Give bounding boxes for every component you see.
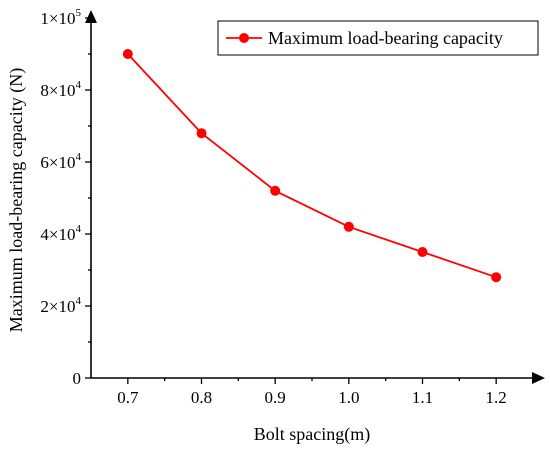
data-point [122,49,133,59]
x-axis-title: Bolt spacing(m) [254,424,370,445]
y-tick-label-exponent: 4 [76,223,82,235]
data-point [343,221,354,232]
x-tick-label: 0.7 [117,388,139,407]
y-tick-label-base: 2×10 [40,297,75,316]
y-tick-label-exponent: 5 [76,7,82,19]
y-tick-label: 8×104 [40,79,81,100]
data-point [491,272,502,283]
y-tick-label: 4×104 [40,223,81,244]
y-tick-label: 1×105 [40,7,81,28]
y-tick-label-base: 1×10 [40,9,75,28]
axes [85,10,545,384]
y-tick-label-base: 4×10 [40,225,75,244]
legend-box [217,20,539,56]
x-tick-label: 0.9 [265,388,286,407]
series-line [127,53,497,279]
y-tick-label-base: 0 [73,369,82,388]
legend: Maximum load-bearing capacity [217,20,539,56]
y-tick-label-base: 8×10 [40,81,75,100]
x-axis-arrow [532,372,545,384]
y-tick-label: 6×104 [40,151,81,172]
x-tick-label: 1.2 [486,388,507,407]
x-ticks: 0.7 0.8 0.9 1.0 1.1 1.2 [117,378,534,407]
data-point [417,247,428,257]
x-tick-label: 1.1 [412,388,433,407]
y-tick-label-exponent: 4 [76,79,82,91]
legend-label: Maximum load-bearing capacity [268,28,503,48]
legend-marker-swatch [239,33,249,43]
data-point [196,128,207,139]
data-point [270,185,281,196]
y-tick-label-exponent: 4 [76,295,82,307]
y-tick-label: 0 [73,369,82,388]
series-layer [122,49,502,283]
y-axis-arrow [85,10,97,23]
y-axis-title: Maximum load-bearing capacity (N) [6,68,27,332]
y-tick-label-exponent: 4 [76,151,82,163]
x-tick-label: 0.8 [191,388,212,407]
x-tick-label: 1.0 [338,388,359,407]
y-tick-label: 2×104 [40,295,81,316]
y-tick-label-base: 6×10 [40,153,75,172]
